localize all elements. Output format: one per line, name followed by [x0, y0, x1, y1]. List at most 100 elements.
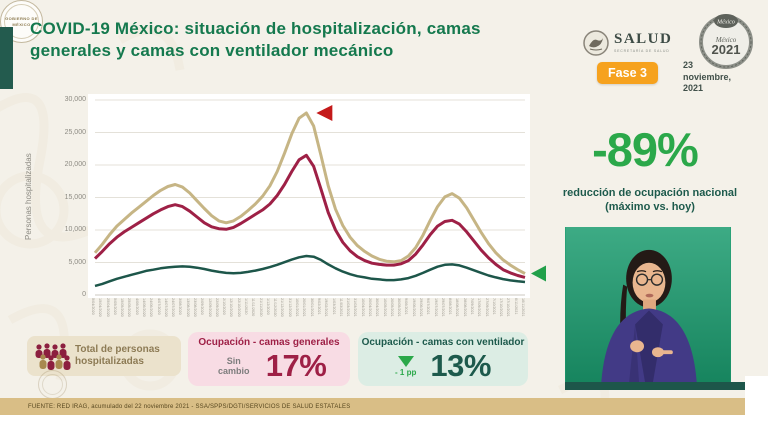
footer-source-text: FUENTE: RED IRAG, acumulado del 22 novie…	[28, 403, 351, 410]
x-tick-label: 6/11/2021	[513, 298, 518, 315]
video-bottom-bar	[565, 382, 745, 390]
y-tick-label: 30,000	[64, 96, 86, 103]
series-ocupaci-n-camas-generales	[93, 153, 526, 279]
x-tick-label: 11/11/2020	[250, 298, 256, 317]
salud-wordmark: SALUD	[614, 31, 673, 47]
x-tick-label: 21/12/2020	[279, 298, 285, 317]
x-tick-label: 10/04/2021	[360, 298, 365, 317]
x-tick-label: 21/03/2021	[345, 298, 351, 317]
down-triangle-icon	[397, 355, 414, 367]
x-tick-label: 16/11/2021	[520, 298, 526, 317]
x-tick-label: 1/11/2020	[243, 298, 249, 315]
latest-marker-icon	[531, 265, 546, 282]
x-tick-label: 11/03/2021	[338, 298, 343, 317]
x-tick-label: 12/10/2020	[228, 298, 234, 317]
x-tick-label: 27/10/2021	[505, 298, 511, 317]
x-tick-label: 9/02/2021	[316, 298, 321, 315]
x-tick-label: 31/03/2021	[352, 298, 358, 317]
svg-text:México: México	[715, 36, 737, 44]
logo-2021-year-text: 2021	[712, 42, 741, 57]
watermark-seal	[38, 370, 67, 399]
page-title: COVID-19 México: situación de hospitaliz…	[30, 18, 560, 62]
x-tick-label: 2/10/2020	[221, 298, 227, 315]
x-axis-ticks: 5/04/2020 15/04/2020 25/04/2020 5/05/2020 15…	[91, 297, 526, 333]
people-crowd-icon	[35, 343, 71, 370]
corner-accent-bar	[0, 27, 13, 89]
badge-camas-generales: Ocupación - camas generales Sin cambio 1…	[188, 332, 350, 386]
y-tick-label: 10,000	[64, 226, 86, 233]
x-tick-label: 25/05/2020	[126, 298, 132, 317]
x-tick-label: 29/07/2021	[440, 298, 445, 317]
sign-language-interpreter-video	[565, 227, 731, 382]
x-tick-label: 20/05/2021	[389, 298, 394, 317]
x-tick-label: 20/01/2021	[301, 298, 307, 317]
badge-generales-change: Sin cambio	[217, 355, 250, 376]
x-tick-label: 7/10/2021	[491, 298, 496, 315]
x-tick-label: 14/06/2020	[141, 298, 147, 317]
badge-ventilador-title: Ocupación - camas con ventilador	[361, 337, 525, 348]
x-tick-label: 30/04/2021	[374, 298, 380, 317]
x-tick-label: 7/09/2021	[469, 298, 474, 315]
x-tick-label: 17/10/2021	[498, 298, 504, 317]
x-tick-label: 13/08/2020	[185, 298, 190, 317]
title-line-2: generales y camas con ventilador mecánic…	[30, 41, 394, 60]
x-tick-label: 1/03/2021	[331, 298, 336, 315]
x-tick-label: 30/05/2021	[396, 298, 402, 317]
badge-ventilador-value: 13%	[430, 348, 491, 383]
x-tick-label: 19/07/2021	[433, 298, 438, 317]
y-tick-label: 25,000	[64, 128, 86, 136]
corner-margin	[745, 376, 768, 432]
x-tick-label: 18/08/2021	[454, 298, 460, 317]
badge-total-label: Total de personas hospitalizadas	[75, 344, 160, 367]
x-tick-label: 24/07/2020	[170, 298, 176, 317]
y-axis-ticks: 0 5,000 10,000 15,000 20,000 25,000 30,000	[0, 96, 90, 298]
x-tick-label: 21/11/2020	[258, 298, 263, 317]
x-tick-label: 22/10/2020	[236, 298, 241, 317]
x-tick-label: 14/07/2020	[163, 298, 168, 317]
footer-source-bar: FUENTE: RED IRAG, acumulado del 22 novie…	[0, 398, 745, 415]
badge-generales-value: 17%	[265, 348, 327, 383]
x-tick-label: 15/04/2020	[97, 298, 103, 317]
x-tick-label: 12/09/2020	[207, 298, 212, 317]
x-tick-label: 3/08/2020	[177, 298, 183, 315]
badge-generales-title: Ocupación - camas generales	[198, 337, 340, 348]
salud-eagle-icon	[583, 30, 609, 56]
x-tick-label: 2/09/2020	[199, 298, 205, 315]
x-tick-label: 31/12/2020	[287, 298, 292, 317]
x-tick-label: 24/06/2020	[148, 298, 154, 317]
x-tick-label: 29/06/2021	[418, 298, 423, 317]
x-tick-label: 28/08/2021	[462, 298, 467, 317]
x-tick-label: 10/01/2021	[294, 298, 300, 317]
x-tick-label: 20/04/2021	[367, 298, 372, 317]
peak-marker-icon	[316, 105, 333, 121]
badge-total-hospitalized: Total de personas hospitalizadas	[27, 336, 181, 376]
x-tick-label: 17/09/2021	[476, 298, 482, 317]
mexico-2021-logo: México México 2021	[699, 14, 753, 69]
series-total-de-personas-hospitalizadas	[93, 111, 526, 275]
y-tick-label: 5,000	[68, 258, 86, 266]
x-tick-label: 27/09/2021	[484, 298, 489, 317]
y-tick-label: 20,000	[64, 161, 86, 168]
y-tick-label: 15,000	[64, 193, 86, 201]
x-tick-label: 9/06/2021	[403, 298, 409, 315]
x-tick-label: 22/09/2020	[214, 298, 219, 317]
x-tick-label: 11/12/2020	[272, 298, 278, 317]
logo-2021-mexico-text: México	[716, 20, 735, 26]
reduction-caption: reducción de ocupación nacional (máximo …	[562, 187, 738, 214]
bottom-margin	[0, 415, 768, 432]
title-line-1: COVID-19 México: situación de hospitaliz…	[30, 19, 481, 38]
seal-text-line1: GOBIERNO DE	[5, 15, 38, 21]
x-tick-label: 8/08/2021	[447, 298, 453, 315]
x-tick-label: 25/04/2020	[105, 298, 110, 317]
x-tick-label: 15/05/2020	[119, 298, 125, 317]
badge-ventilador-change: - 1 pp	[395, 367, 417, 377]
x-tick-label: 19/06/2021	[411, 298, 416, 317]
seal-text-line2: MÉXICO	[12, 21, 31, 27]
x-tick-label: 4/07/2020	[156, 298, 161, 315]
header-date: 23 noviembre, 2021	[683, 60, 732, 94]
y-tick-label: 0	[82, 291, 86, 298]
x-tick-label: 23/08/2020	[192, 298, 198, 317]
x-tick-label: 30/01/2021	[309, 298, 314, 317]
salud-logo: SALUD SECRETARÍA DE SALUD	[583, 28, 693, 62]
